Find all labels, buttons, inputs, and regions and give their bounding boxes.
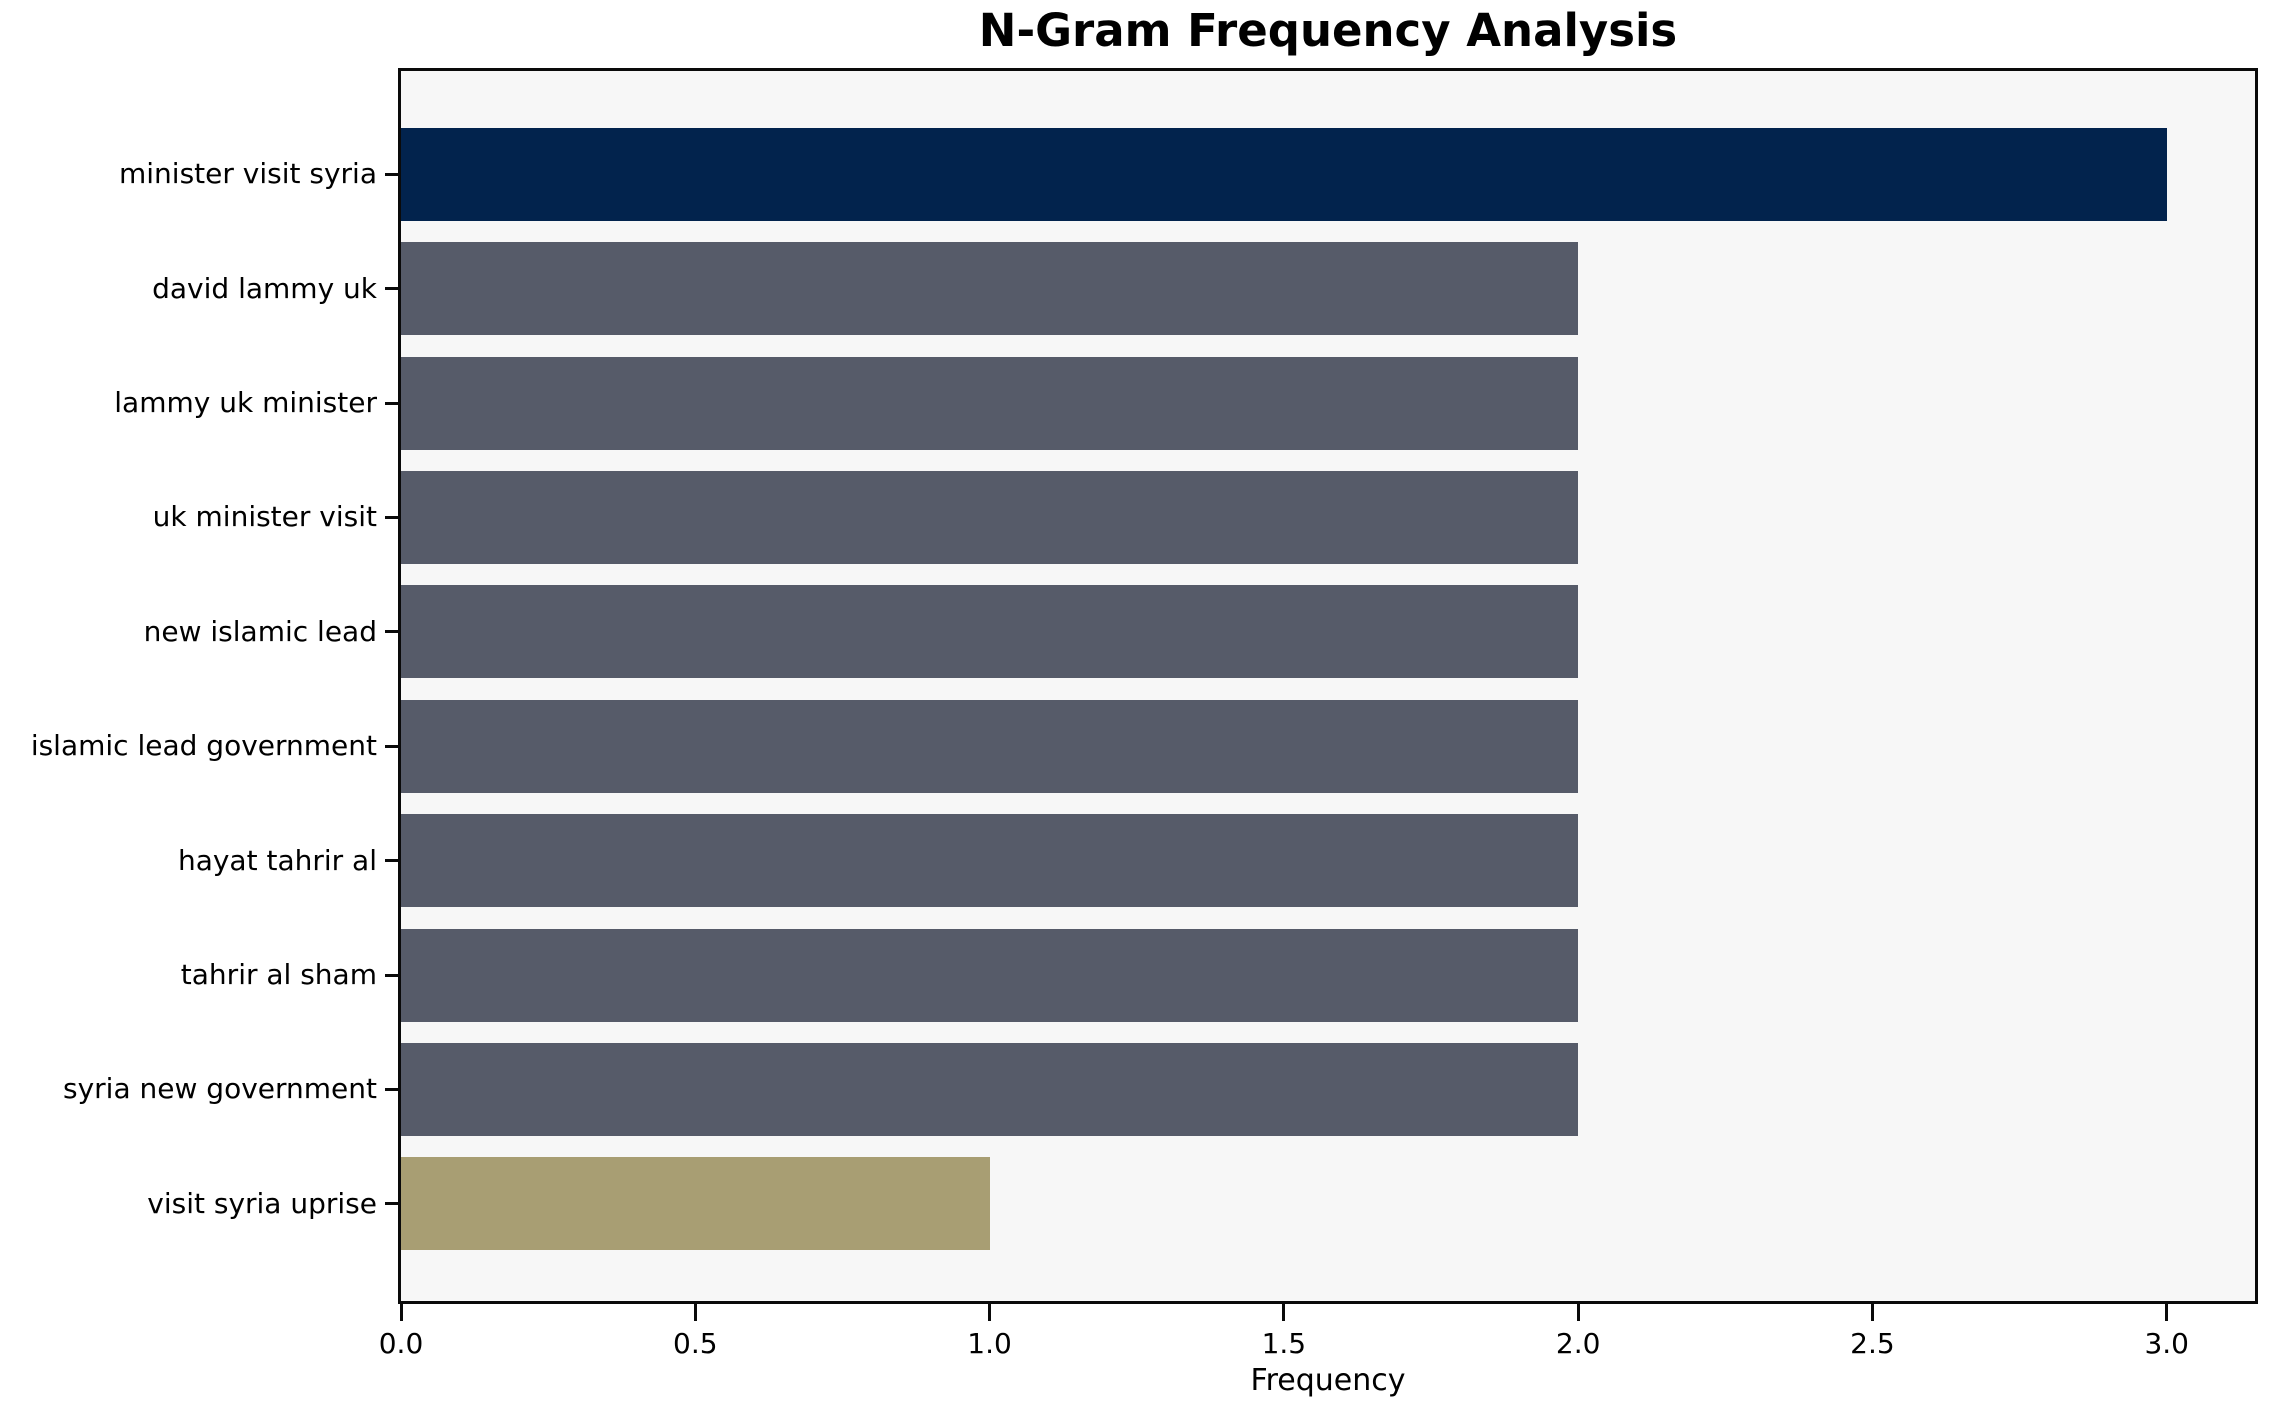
chart-title: N-Gram Frequency Analysis (978, 4, 1678, 57)
y-tick (385, 859, 398, 863)
bar-lammy-uk-minister (401, 356, 1579, 450)
y-tick-label: david lammy uk (152, 271, 377, 305)
y-tick (385, 515, 398, 519)
y-tick-label: hayat tahrir al (177, 843, 377, 877)
y-tick (385, 1202, 398, 1206)
y-tick (385, 287, 398, 291)
plot-area (398, 68, 2258, 1304)
y-tick (385, 1087, 398, 1091)
bar-david-lammy-uk (401, 242, 1579, 336)
x-tick-label: 1.5 (1261, 1327, 1307, 1360)
x-tick-label: 0.5 (673, 1327, 718, 1360)
bar-tahrir-al-sham (401, 928, 1579, 1022)
x-tick-label: 3.0 (2144, 1327, 2189, 1360)
x-tick-label: 2.0 (1555, 1327, 1601, 1360)
y-tick (385, 401, 398, 405)
y-tick (385, 630, 398, 634)
x-tick (693, 1304, 697, 1321)
y-tick-label: uk minister visit (152, 500, 377, 534)
bar-new-islamic-lead (401, 585, 1579, 679)
x-tick-label: 0.0 (378, 1327, 424, 1360)
bar-uk-minister-visit (401, 470, 1579, 564)
x-tick (988, 1304, 992, 1321)
y-tick-label: islamic lead government (30, 729, 377, 763)
y-tick-label: tahrir al sham (180, 958, 377, 991)
bar-syria-new-government (401, 1042, 1579, 1136)
x-tick-label: 2.5 (1850, 1327, 1895, 1360)
bar-hayat-tahrir-al (401, 814, 1579, 908)
y-tick-label: minister visit syria (119, 157, 377, 191)
x-tick (1282, 1304, 1286, 1321)
x-tick (399, 1304, 403, 1321)
y-tick-label: visit syria uprise (147, 1186, 377, 1220)
y-tick (385, 744, 398, 748)
x-tick (2165, 1304, 2169, 1321)
y-tick-label: syria new government (63, 1072, 377, 1106)
y-tick (385, 172, 398, 176)
x-axis-label: Frequency (1250, 1363, 1406, 1398)
bar-minister-visit-syria (401, 127, 2167, 221)
bar-islamic-lead-government (401, 699, 1579, 793)
x-tick (1870, 1304, 1874, 1321)
x-tick (1576, 1304, 1580, 1321)
y-tick-label: lammy uk minister (114, 386, 377, 419)
y-tick-label: new islamic lead (143, 614, 377, 648)
y-tick (385, 973, 398, 977)
bar-visit-syria-uprise (401, 1157, 990, 1251)
x-tick-label: 1.0 (967, 1327, 1012, 1360)
